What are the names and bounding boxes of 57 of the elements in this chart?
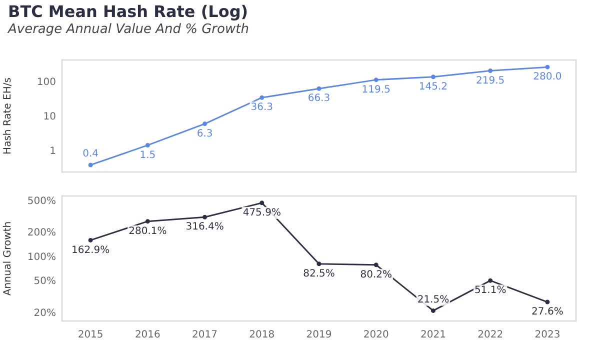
point (260, 95, 264, 100)
data-label: 316.4% (186, 222, 224, 233)
x-tick-label: 2022 (478, 330, 504, 341)
data-label: 36.3 (250, 102, 274, 114)
point (202, 214, 208, 220)
data-label: 27.6% (532, 306, 564, 318)
point (488, 68, 493, 73)
point (316, 262, 322, 266)
y-tick-label: 20% (34, 308, 56, 319)
point (545, 300, 550, 304)
point (88, 238, 93, 242)
x-tick-label: 2016 (134, 330, 160, 341)
point (316, 86, 322, 91)
data-label: 66.3 (308, 93, 330, 104)
x-tick-label: 2021 (420, 330, 446, 341)
y-tick-label: 200% (27, 228, 56, 239)
data-label: 6.3 (196, 128, 213, 140)
data-label: 0.4 (82, 148, 99, 160)
x-tick-label: 2017 (192, 330, 218, 341)
data-label: 21.5% (417, 294, 450, 306)
data-label: 280.0 (533, 72, 562, 83)
point (430, 74, 436, 80)
y-tick-label: 50% (34, 276, 56, 287)
point (145, 219, 150, 224)
point (202, 122, 208, 126)
y-tick-label: 1 (50, 146, 56, 157)
y-tick-label: 100% (27, 252, 56, 263)
y-axis-title: Annual Growth (2, 221, 14, 296)
data-label: 280.1% (128, 226, 167, 237)
x-tick-label: 2019 (306, 330, 332, 341)
data-label: 162.9% (71, 244, 110, 256)
y-tick-label: 500% (27, 196, 56, 207)
point (260, 200, 264, 206)
point (488, 278, 493, 283)
data-label: 219.5 (476, 75, 505, 86)
x-tick-label: 2023 (534, 330, 560, 341)
data-label: 145.2 (418, 81, 448, 92)
data-label: 80.2% (360, 269, 392, 280)
point (374, 262, 378, 268)
point (430, 308, 436, 313)
data-label: 82.5% (303, 268, 335, 280)
y-tick-label: 100 (36, 77, 56, 88)
chart-subtitle: Average Annual Value And % Growth (8, 22, 250, 37)
point (374, 78, 378, 82)
y-axis-title: Hash Rate EH/s (2, 78, 14, 154)
point (145, 142, 150, 148)
data-label: 475.9% (242, 207, 281, 218)
data-label: 1.5 (140, 150, 156, 161)
data-label: 119.5 (362, 84, 390, 96)
chart-title: BTC Mean Hash Rate (Log) (8, 2, 250, 21)
y-tick-label: 10 (43, 111, 56, 122)
x-tick-label: 2015 (78, 330, 104, 341)
x-tick-label: 2020 (363, 330, 389, 341)
data-label: 51.1% (474, 285, 506, 296)
point (545, 64, 550, 70)
x-tick-label: 2018 (249, 330, 275, 341)
point (88, 162, 93, 168)
